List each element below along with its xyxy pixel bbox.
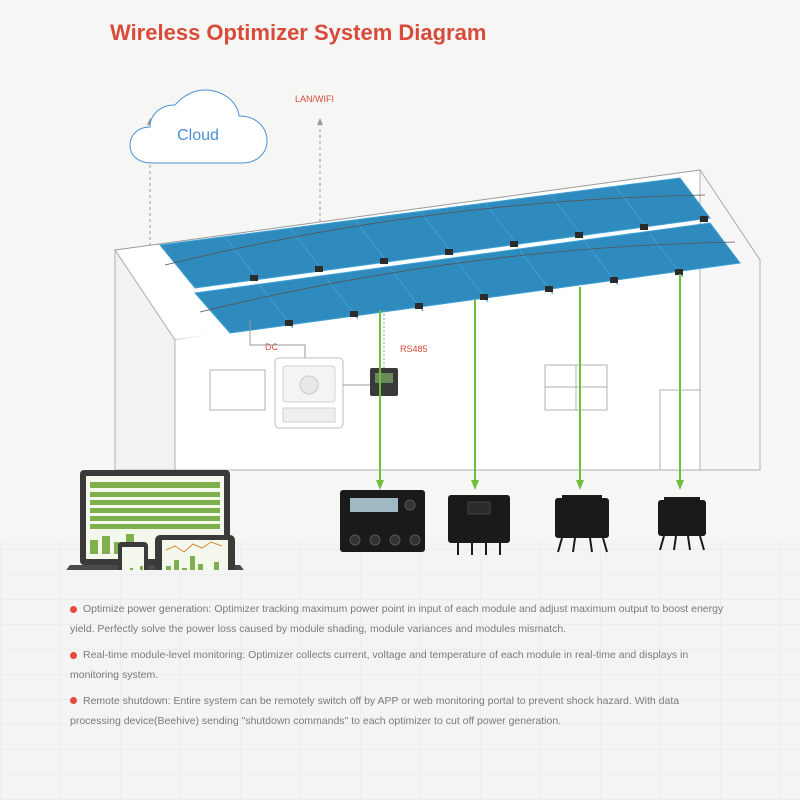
lanwifi-label: LAN/WIFI: [295, 94, 334, 104]
bullet-text: Optimize power generation: Optimizer tra…: [70, 603, 723, 635]
bullet-3: Remote shutdown: Entire system can be re…: [70, 692, 730, 732]
feature-bullets: Optimize power generation: Optimizer tra…: [70, 600, 730, 738]
cloud-label: Cloud: [177, 127, 219, 144]
system-diagram: Cloud LAN/WIFI: [0, 50, 800, 570]
diagram-title: Wireless Optimizer System Diagram: [110, 20, 486, 46]
monitoring-devices: [60, 470, 250, 570]
house-side: [700, 170, 760, 470]
optimizer-box-2: [448, 495, 510, 555]
bullet-dot-icon: [70, 697, 77, 704]
inverter-device: [275, 358, 343, 428]
house: [115, 170, 760, 470]
bullet-2: Real-time module-level monitoring: Optim…: [70, 646, 730, 686]
window-left: [210, 370, 265, 410]
bullet-dot-icon: [70, 606, 77, 613]
bullet-text: Remote shutdown: Entire system can be re…: [70, 695, 679, 727]
optimizer-box-3: [555, 495, 609, 552]
optimizer-box-1: [340, 490, 425, 552]
cloud-icon: Cloud: [130, 90, 267, 163]
bullet-1: Optimize power generation: Optimizer tra…: [70, 600, 730, 640]
bullet-dot-icon: [70, 652, 77, 659]
gateway-device: [370, 368, 398, 396]
rs485-label: RS485: [400, 344, 428, 354]
optimizer-box-4: [658, 497, 706, 550]
dc-label: DC: [265, 342, 278, 352]
bullet-text: Real-time module-level monitoring: Optim…: [70, 649, 688, 681]
